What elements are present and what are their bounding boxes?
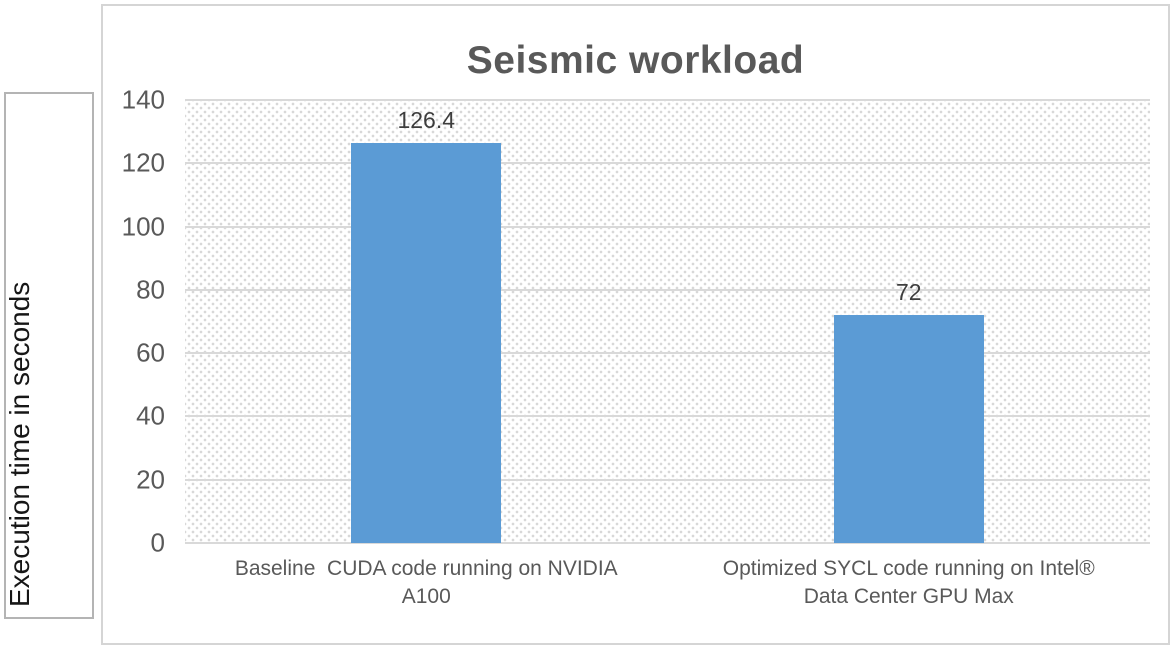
y-axis-tick-label: 20: [136, 464, 165, 495]
y-axis: 0 20 40 60 80 100 120 140: [103, 85, 165, 558]
x-category-label: Optimized SYCL code running on Intel® Da…: [722, 557, 1095, 608]
y-axis-tick-label: 120: [121, 147, 165, 178]
data-label: 72: [895, 279, 922, 306]
bar-series1-1[interactable]: [351, 143, 502, 543]
gridline: [185, 415, 1150, 418]
gridline: [185, 288, 1150, 291]
y-axis-tick-label: 60: [136, 337, 165, 368]
plot-area[interactable]: 126.4 72: [185, 99, 1150, 544]
y-axis-tick-label: 0: [150, 527, 165, 558]
y-axis-title-box[interactable]: Execution time in seconds: [4, 92, 94, 619]
gridline: [185, 99, 1150, 101]
gridline: [185, 162, 1150, 165]
gridline: [185, 542, 1150, 544]
data-label: 126.4: [397, 107, 456, 134]
y-axis-tick-label: 80: [136, 274, 165, 305]
y-axis-tick-label: 140: [121, 84, 165, 115]
y-axis-tick-label: 100: [121, 211, 165, 242]
gridline: [185, 352, 1150, 355]
y-axis-tick-label: 40: [136, 400, 165, 431]
x-axis-category-labels: Baseline CUDA code running on NVIDIA A10…: [185, 555, 1150, 611]
gridline: [185, 478, 1150, 481]
chart-title: Seismic workload: [466, 39, 805, 82]
gridline: [185, 225, 1150, 228]
bar-series1-2[interactable]: [833, 315, 984, 543]
x-category-label: Baseline CUDA code running on NVIDIA A10…: [234, 557, 618, 608]
y-axis-title: Execution time in seconds: [4, 281, 35, 607]
chart-container[interactable]: Seismic workload 0 20 40 60 80 100 120 140 126.…: [101, 4, 1170, 645]
